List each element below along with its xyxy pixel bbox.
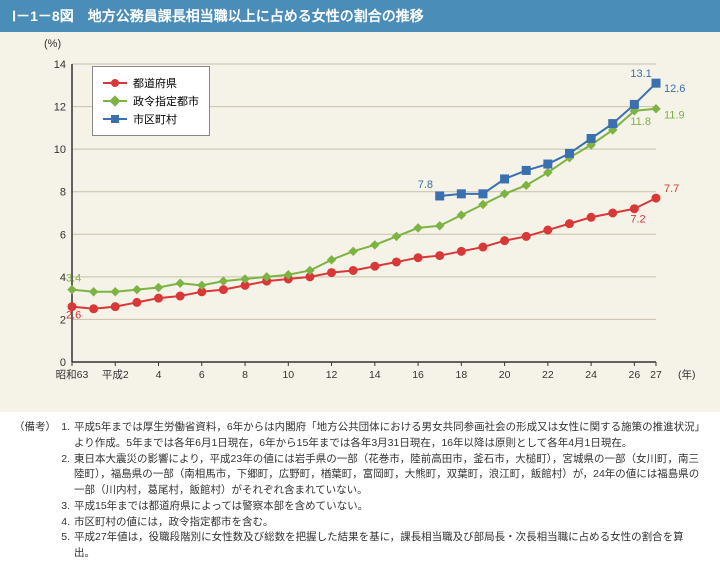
- legend-label: 都道府県: [133, 75, 177, 91]
- svg-text:12: 12: [54, 102, 66, 114]
- svg-text:3.4: 3.4: [66, 273, 81, 285]
- svg-text:8: 8: [60, 187, 66, 199]
- svg-text:27: 27: [650, 369, 662, 381]
- svg-text:平成2: 平成2: [102, 369, 129, 381]
- svg-text:14: 14: [54, 59, 66, 71]
- svg-text:7.8: 7.8: [418, 179, 433, 191]
- svg-text:20: 20: [499, 369, 511, 381]
- svg-text:16: 16: [412, 369, 424, 381]
- svg-text:2.6: 2.6: [66, 310, 81, 322]
- svg-text:8: 8: [242, 369, 248, 381]
- svg-text:13.1: 13.1: [630, 68, 651, 80]
- chart-area: (%) 0 24 6 8 10 12 14 昭和63 平成2 4 6 8 10 12 14 16 18 20 22 2…: [0, 32, 720, 412]
- svg-text:26: 26: [629, 369, 641, 381]
- svg-text:18: 18: [455, 369, 467, 381]
- svg-text:4: 4: [156, 369, 162, 381]
- legend-label: 政令指定都市: [133, 93, 199, 109]
- legend: 都道府県政令指定都市市区町村: [92, 66, 210, 136]
- svg-text:昭和63: 昭和63: [56, 369, 89, 381]
- note-item: 1.平成5年までは厚生労働省資料，6年からは内閣府「地方公共団体における男女共同…: [56, 420, 704, 452]
- svg-text:6: 6: [199, 369, 205, 381]
- svg-text:12.6: 12.6: [664, 83, 685, 95]
- note-item: 3.平成15年までは都道府県によっては警察本部を含めていない。: [56, 499, 704, 515]
- y-axis-unit: (%): [44, 38, 61, 50]
- legend-item: 都道府県: [103, 75, 199, 91]
- svg-text:24: 24: [585, 369, 597, 381]
- notes-label: （備考）: [14, 420, 56, 562]
- svg-text:11.9: 11.9: [664, 110, 685, 122]
- svg-text:0: 0: [60, 357, 66, 369]
- svg-text:10: 10: [54, 144, 66, 156]
- chart-title: Ⅰ－1－8図 地方公務員課長相当職以上に占める女性の割合の推移: [0, 0, 720, 32]
- note-item: 4.市区町村の値には，政令指定都市を含む。: [56, 515, 704, 531]
- note-item: 5.平成27年値は，役職段階別に女性数及び総数を把握した結果を基に，課長相当職及…: [56, 530, 704, 562]
- footnotes: （備考） 1.平成5年までは厚生労働省資料，6年からは内閣府「地方公共団体におけ…: [0, 412, 720, 574]
- note-item: 2.東日本大震災の影響により，平成23年の値には岩手県の一部（花巻市，陸前高田市…: [56, 452, 704, 499]
- svg-text:14: 14: [369, 369, 381, 381]
- svg-text:10: 10: [282, 369, 294, 381]
- svg-text:12: 12: [326, 369, 338, 381]
- legend-label: 市区町村: [133, 111, 177, 127]
- svg-text:6: 6: [60, 229, 66, 241]
- svg-text:(年): (年): [678, 368, 696, 381]
- svg-text:11.8: 11.8: [630, 116, 651, 128]
- svg-text:7.7: 7.7: [664, 183, 679, 195]
- legend-item: 政令指定都市: [103, 93, 199, 109]
- legend-item: 市区町村: [103, 111, 199, 127]
- svg-text:22: 22: [542, 369, 554, 381]
- svg-text:7.2: 7.2: [630, 214, 645, 226]
